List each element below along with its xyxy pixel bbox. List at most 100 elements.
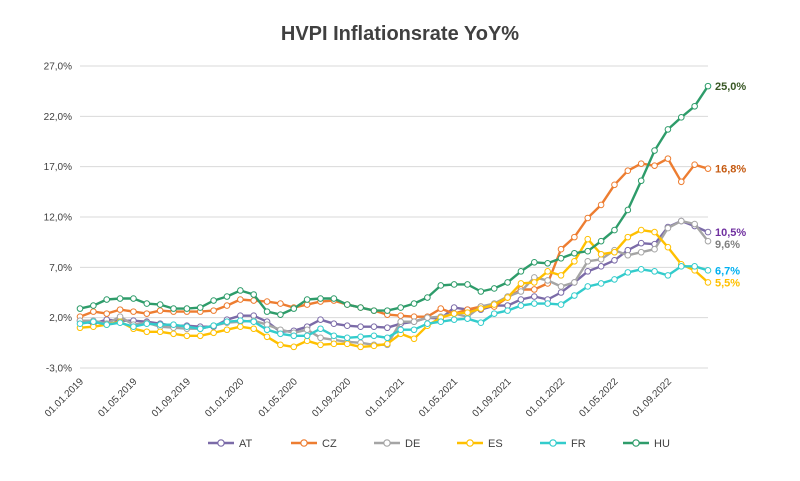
data-point — [143, 328, 151, 336]
data-point — [571, 292, 578, 299]
end-label-hu: 25,0% — [715, 81, 746, 93]
data-point — [343, 334, 351, 342]
data-point — [584, 247, 592, 255]
series-de — [76, 217, 712, 349]
data-point — [156, 301, 164, 308]
data-point — [664, 126, 672, 133]
y-tick-label: -3,0% — [46, 364, 72, 375]
data-point — [196, 304, 204, 311]
data-point — [530, 279, 538, 286]
data-point — [437, 305, 445, 312]
data-point — [624, 206, 632, 214]
data-point — [317, 334, 324, 342]
gridlines — [80, 65, 708, 369]
data-point — [424, 314, 431, 321]
x-tick-label: 01.09.2019 — [150, 376, 193, 419]
data-point — [330, 295, 338, 302]
data-point — [223, 302, 231, 309]
data-point — [557, 289, 565, 296]
data-point — [250, 325, 258, 333]
data-point — [263, 298, 271, 305]
data-point — [517, 280, 525, 287]
data-point — [517, 268, 525, 275]
x-tick-label: 01.09.2022 — [631, 376, 674, 419]
legend-label: DE — [405, 438, 420, 450]
data-point — [450, 310, 458, 317]
y-tick-label: 17,0% — [44, 162, 72, 173]
data-point — [237, 317, 244, 324]
data-point — [116, 295, 124, 302]
chart-title: HVPI Inflationsrate YoY% — [281, 23, 519, 45]
data-point — [410, 335, 418, 343]
series-fr — [76, 263, 712, 342]
data-point — [571, 233, 578, 241]
data-point — [637, 177, 645, 185]
data-point — [384, 307, 391, 314]
legend-marker — [549, 439, 557, 447]
data-point — [557, 245, 565, 253]
data-point — [517, 302, 525, 309]
data-point — [170, 330, 177, 338]
x-tick-label: 01.05.2021 — [417, 376, 460, 419]
x-tick-label: 01.01.2022 — [524, 376, 567, 419]
data-point — [183, 305, 191, 312]
x-tick-label: 01.05.2022 — [577, 376, 620, 419]
data-point — [637, 266, 645, 273]
legend-label: CZ — [322, 438, 337, 450]
data-point — [170, 321, 177, 329]
data-point — [277, 300, 284, 307]
legend-item-cz: CZ — [291, 438, 337, 450]
data-point — [183, 323, 191, 331]
data-point — [210, 297, 217, 304]
data-point — [397, 318, 404, 325]
data-point — [290, 343, 298, 351]
data-point — [584, 283, 592, 290]
data-point — [370, 332, 378, 340]
data-point — [677, 114, 685, 121]
data-point — [584, 257, 592, 265]
data-point — [450, 281, 458, 288]
data-point — [530, 293, 538, 300]
data-point — [103, 310, 111, 317]
data-point — [664, 243, 672, 251]
data-point — [196, 332, 204, 340]
data-point — [704, 228, 712, 236]
x-tick-label: 01.05.2020 — [257, 376, 300, 419]
data-point — [237, 287, 244, 294]
legend-item-de: DE — [374, 438, 420, 450]
end-labels: 25,0% 16,8% 10,5%9,6% 6,7%5,5% — [715, 81, 746, 289]
series-hu — [76, 82, 712, 318]
data-point — [317, 295, 324, 302]
data-point — [544, 260, 551, 267]
data-point — [477, 319, 485, 327]
data-point — [437, 318, 445, 325]
data-point — [90, 302, 97, 309]
data-point — [597, 201, 605, 209]
x-tick-label: 01.09.2021 — [471, 376, 514, 419]
data-point — [597, 263, 605, 270]
data-point — [76, 320, 84, 328]
series-cz — [76, 155, 712, 320]
legend-item-fr: FR — [540, 438, 586, 450]
data-point — [330, 332, 338, 340]
data-point — [397, 304, 404, 311]
data-point — [571, 257, 578, 265]
data-point — [637, 226, 645, 234]
data-point — [477, 288, 485, 295]
data-point — [424, 294, 431, 301]
data-point — [317, 341, 324, 349]
data-point — [584, 268, 592, 275]
end-label-de: 9,6% — [715, 239, 740, 251]
data-point — [637, 160, 645, 167]
data-point — [637, 248, 645, 256]
data-point — [624, 269, 632, 276]
legend-label: ES — [488, 438, 503, 450]
data-point — [557, 283, 565, 290]
data-point — [263, 326, 271, 334]
data-point — [196, 325, 204, 333]
data-point — [143, 310, 151, 317]
data-point — [691, 161, 698, 168]
data-point — [624, 233, 632, 241]
y-axis: 27,0% 22,0% 17,0% 12,0% 7,0% 2,0% -3,0% — [44, 62, 72, 375]
data-point — [116, 319, 124, 327]
